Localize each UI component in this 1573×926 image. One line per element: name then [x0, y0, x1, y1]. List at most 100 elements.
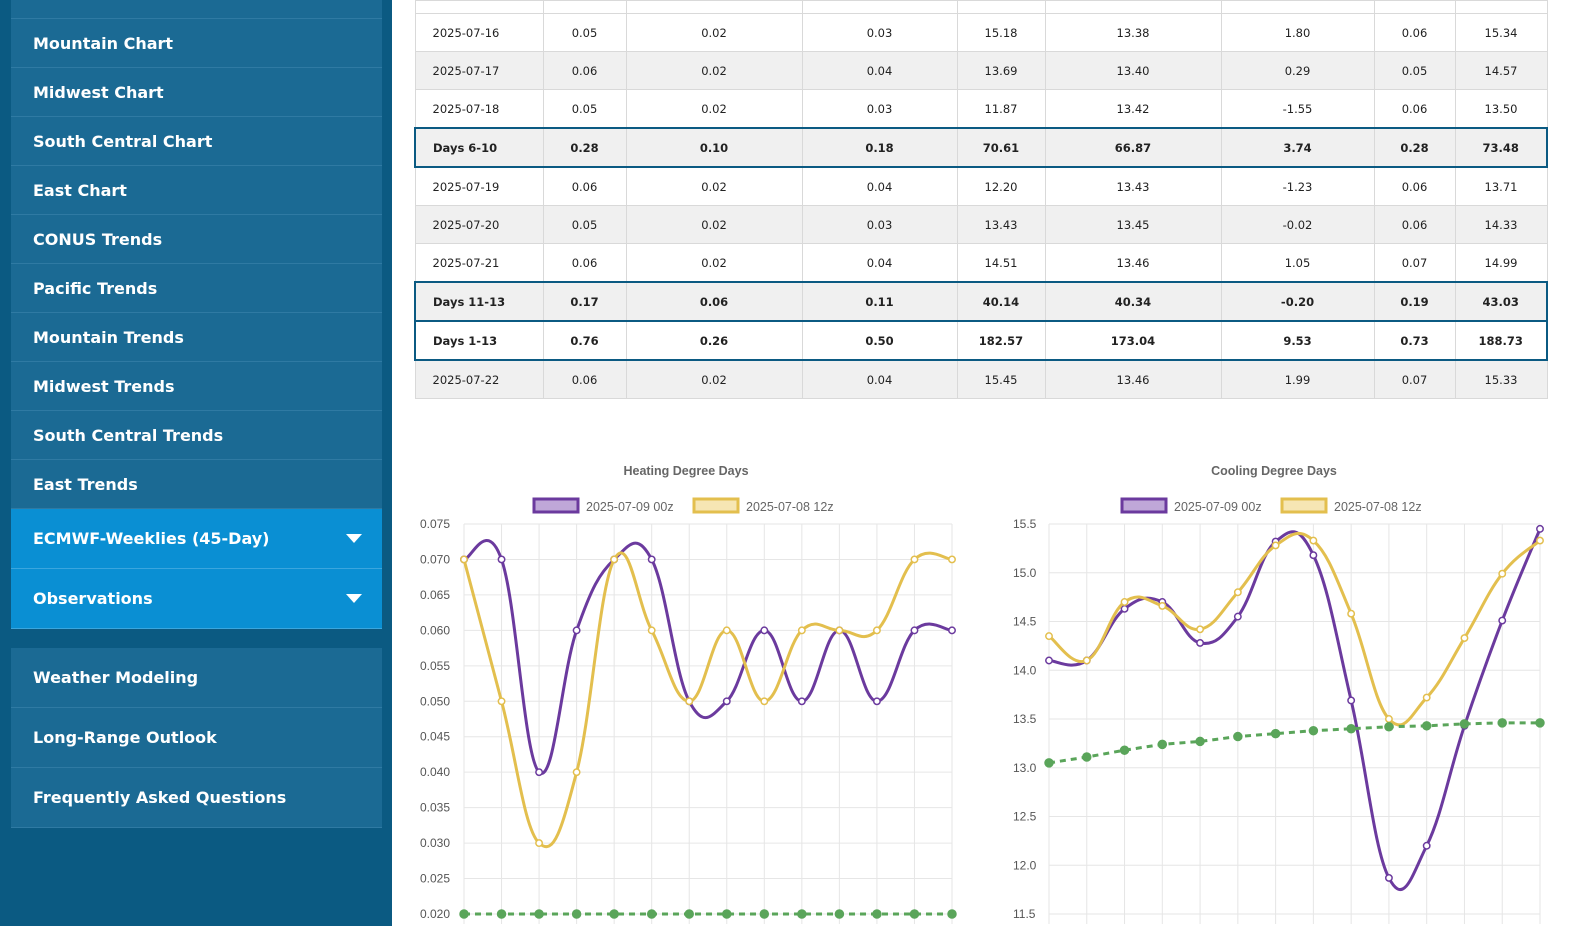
sidebar-item-previous[interactable]	[11, 0, 382, 19]
data-point[interactable]	[797, 626, 806, 635]
data-point[interactable]	[459, 909, 469, 919]
data-point[interactable]	[685, 697, 694, 706]
data-point[interactable]	[797, 697, 806, 706]
sidebar-item-faq[interactable]: Frequently Asked Questions	[11, 768, 382, 828]
data-point[interactable]	[572, 768, 581, 777]
sidebar-item-east-trends[interactable]: East Trends	[11, 460, 382, 509]
data-point[interactable]	[1045, 632, 1053, 641]
data-point[interactable]	[1270, 728, 1281, 739]
data-point[interactable]	[872, 626, 881, 635]
data-point[interactable]	[1459, 719, 1470, 729]
data-point[interactable]	[1384, 873, 1393, 882]
data-point[interactable]	[1347, 609, 1356, 618]
sidebar-item-observations[interactable]: Observations	[11, 569, 382, 629]
sidebar-item-east-chart[interactable]: East Chart	[11, 166, 382, 215]
data-point[interactable]	[1233, 731, 1243, 742]
data-point[interactable]	[1384, 715, 1393, 723]
data-point[interactable]	[722, 697, 731, 706]
data-point[interactable]	[1308, 725, 1319, 736]
sidebar-item-weather-modeling[interactable]: Weather Modeling	[11, 648, 382, 708]
data-point[interactable]	[610, 555, 619, 564]
data-point[interactable]	[759, 909, 770, 919]
sidebar-item-ecmwf-weeklies[interactable]: ECMWF-Weeklies (45-Day)	[11, 509, 382, 569]
legend-label[interactable]: 2025-07-08 12z	[1334, 500, 1422, 514]
data-point[interactable]	[1196, 639, 1205, 647]
sidebar-item-south-central-trends[interactable]: South Central Trends	[11, 411, 382, 460]
data-point[interactable]	[460, 555, 468, 564]
sidebar-item-long-range-outlook[interactable]: Long-Range Outlook	[11, 708, 382, 768]
data-point[interactable]	[797, 909, 807, 919]
legend-label[interactable]: 2025-07-08 12z	[746, 500, 834, 514]
data-point[interactable]	[1384, 722, 1394, 732]
data-point[interactable]	[1347, 696, 1356, 705]
data-point[interactable]	[535, 768, 544, 777]
legend-label[interactable]: 2025-07-09 00z	[586, 500, 674, 514]
data-point[interactable]	[1233, 612, 1242, 621]
data-point[interactable]	[1422, 693, 1431, 702]
legend-swatch[interactable]	[532, 497, 580, 514]
data-point[interactable]	[1309, 536, 1318, 545]
data-point[interactable]	[1120, 598, 1129, 606]
data-point[interactable]	[910, 626, 919, 635]
data-point[interactable]	[1271, 541, 1280, 550]
data-point[interactable]	[647, 626, 656, 635]
data-point[interactable]	[535, 839, 544, 848]
data-point[interactable]	[760, 626, 769, 635]
data-point[interactable]	[834, 909, 845, 919]
data-point[interactable]	[872, 909, 882, 919]
data-point[interactable]	[496, 909, 507, 919]
data-point[interactable]	[1536, 536, 1544, 545]
data-point[interactable]	[1195, 736, 1205, 747]
data-point[interactable]	[1157, 739, 1168, 750]
data-point[interactable]	[835, 626, 844, 635]
data-point[interactable]	[1421, 721, 1432, 731]
data-point[interactable]	[948, 626, 956, 635]
data-point[interactable]	[1497, 718, 1507, 728]
data-point[interactable]	[1082, 656, 1091, 665]
data-point[interactable]	[1233, 588, 1242, 597]
data-point[interactable]	[1082, 752, 1092, 762]
data-point[interactable]	[1498, 569, 1507, 578]
sidebar-item-midwest-trends[interactable]: Midwest Trends	[11, 362, 382, 411]
data-point[interactable]	[646, 909, 657, 919]
data-point[interactable]	[684, 909, 694, 919]
data-point[interactable]	[1309, 551, 1318, 560]
sidebar-item-midwest-chart[interactable]: Midwest Chart	[11, 68, 382, 117]
data-point[interactable]	[534, 909, 544, 919]
data-point[interactable]	[1535, 718, 1545, 728]
sidebar-item-mountain-chart[interactable]: Mountain Chart	[11, 19, 382, 68]
data-point[interactable]	[722, 909, 732, 919]
data-point[interactable]	[872, 697, 881, 706]
data-point[interactable]	[647, 555, 656, 564]
data-point[interactable]	[1536, 524, 1544, 533]
data-point[interactable]	[948, 555, 956, 564]
data-point[interactable]	[909, 909, 920, 919]
data-point[interactable]	[1498, 616, 1507, 625]
data-point[interactable]	[572, 626, 581, 635]
data-point[interactable]	[497, 555, 506, 564]
data-point[interactable]	[1120, 604, 1129, 613]
legend-label[interactable]: 2025-07-09 00z	[1174, 500, 1262, 514]
sidebar-item-south-central-chart[interactable]: South Central Chart	[11, 117, 382, 166]
data-point[interactable]	[1158, 601, 1167, 610]
data-point[interactable]	[1196, 625, 1205, 634]
data-point[interactable]	[1045, 656, 1053, 665]
data-point[interactable]	[1044, 758, 1054, 768]
sidebar-item-mountain-trends[interactable]: Mountain Trends	[11, 313, 382, 362]
data-point[interactable]	[910, 555, 919, 564]
data-point[interactable]	[571, 909, 582, 919]
legend-swatch[interactable]	[692, 497, 740, 514]
legend-swatch[interactable]	[1120, 497, 1168, 514]
sidebar-item-pacific-trends[interactable]: Pacific Trends	[11, 264, 382, 313]
data-point[interactable]	[1346, 724, 1356, 734]
sidebar-item-conus-trends[interactable]: CONUS Trends	[11, 215, 382, 264]
data-point[interactable]	[947, 909, 957, 919]
data-point[interactable]	[760, 697, 769, 706]
legend-swatch[interactable]	[1280, 497, 1328, 514]
data-point[interactable]	[722, 626, 731, 635]
data-point[interactable]	[1460, 634, 1469, 643]
data-point[interactable]	[497, 697, 506, 706]
data-point[interactable]	[609, 909, 619, 919]
data-point[interactable]	[1422, 841, 1431, 850]
data-point[interactable]	[1119, 745, 1130, 755]
